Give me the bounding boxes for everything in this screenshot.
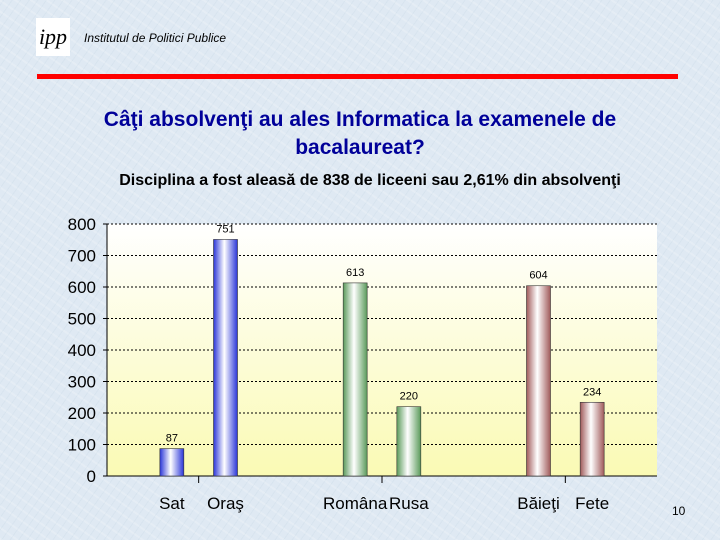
- y-tick-label: 200: [68, 404, 96, 423]
- y-tick-label: 0: [87, 467, 96, 486]
- plot-area: [107, 224, 657, 476]
- header-divider: [37, 74, 678, 79]
- data-label: 613: [346, 267, 364, 279]
- data-label: 751: [216, 223, 234, 235]
- y-tick-label: 400: [68, 341, 96, 360]
- y-tick-label: 800: [68, 215, 96, 234]
- x-tick-label: Fete: [575, 494, 609, 513]
- x-tick-label: Româna: [323, 494, 388, 513]
- x-tick-label: Sat: [159, 494, 185, 513]
- bar-Oraş: [213, 239, 238, 477]
- y-tick-label: 100: [68, 436, 96, 455]
- bar-Rusa: [396, 406, 422, 477]
- data-label: 220: [400, 391, 418, 403]
- bar-Băieţi: [526, 285, 551, 477]
- data-label: 87: [166, 433, 178, 445]
- y-tick-label: 500: [68, 310, 96, 329]
- x-tick-label: Rusa: [389, 494, 429, 513]
- slide-title: Câţi absolvenţi au ales Informatica la e…: [103, 108, 617, 159]
- bar-Româna: [342, 282, 368, 477]
- slide-subtitle: Disciplina a fost aleasă de 838 de licee…: [119, 172, 621, 189]
- page-number: 10: [672, 504, 686, 518]
- y-tick-label: 300: [68, 373, 96, 392]
- data-label: 604: [529, 270, 547, 282]
- x-tick-label: Oraş: [207, 494, 244, 513]
- ipp-logo: ipp: [36, 18, 70, 56]
- logo-text: ipp: [39, 24, 67, 49]
- org-name: Institutul de Politici Publice: [84, 31, 227, 45]
- bar-Fete: [579, 401, 605, 477]
- x-tick-label: Băieţi: [517, 494, 560, 513]
- y-tick-label: 600: [68, 278, 96, 297]
- y-tick-label: 700: [68, 247, 96, 266]
- bar-Sat: [159, 448, 185, 477]
- data-label: 234: [583, 386, 601, 398]
